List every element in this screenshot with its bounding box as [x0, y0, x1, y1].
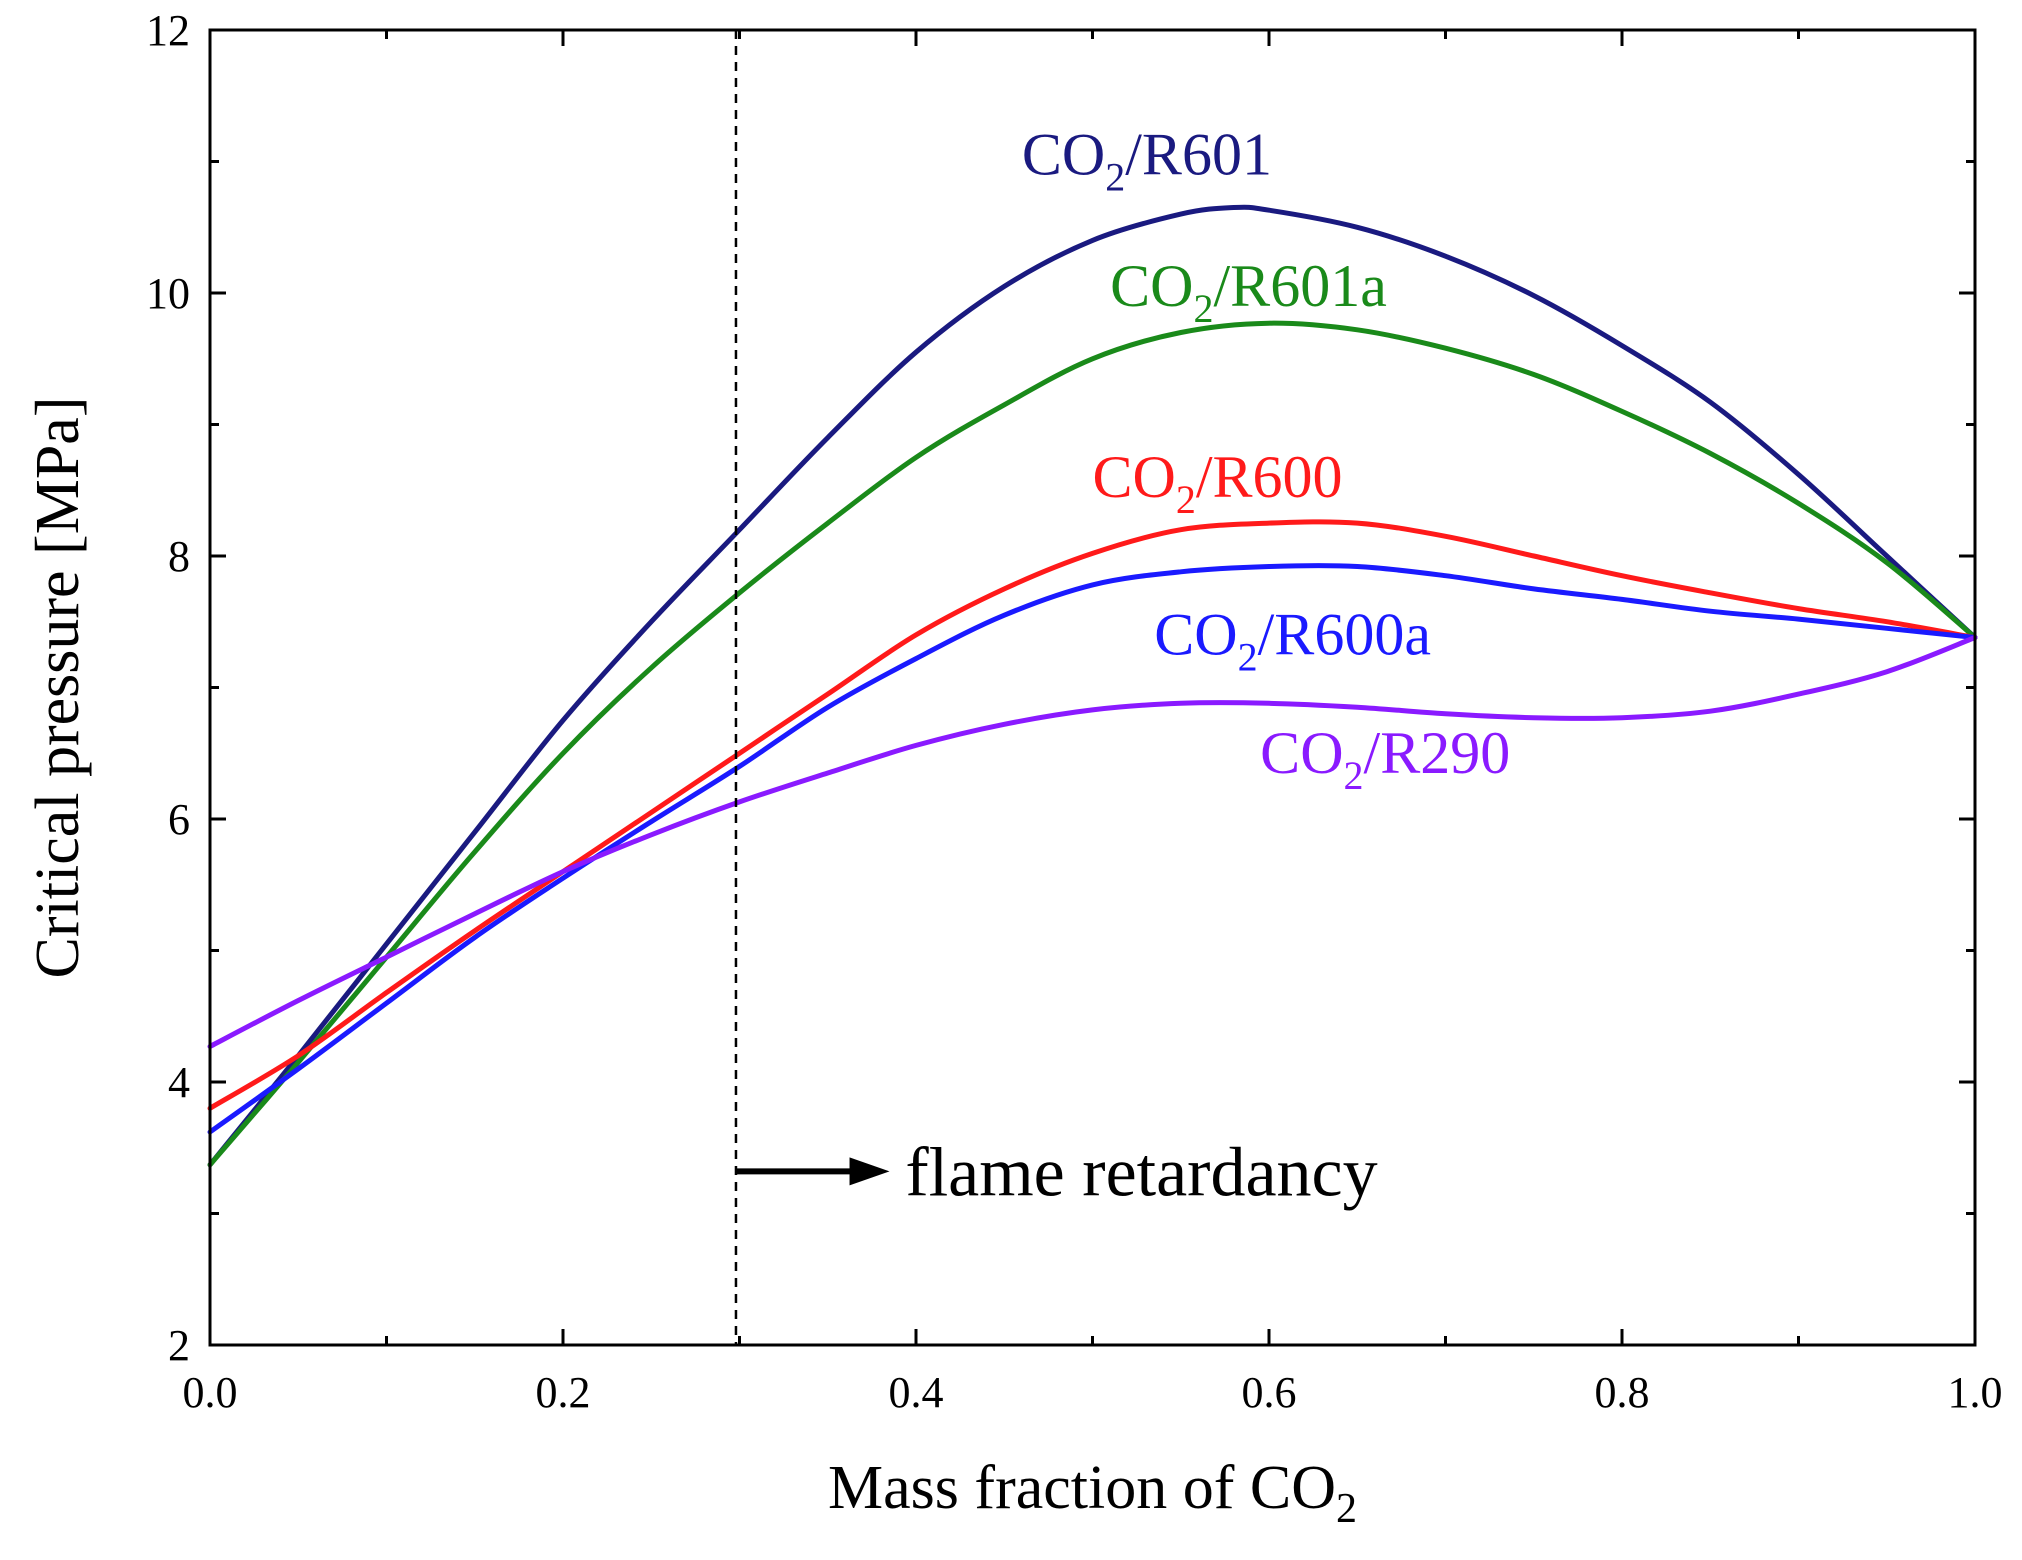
series-line-co2-r601: [207, 204, 1978, 1168]
series-label-co2-r601a: CO2/R601a: [1110, 253, 1387, 331]
series-label-co2-r601: CO2/R601: [1022, 122, 1272, 200]
flame-retardancy-arrow-head: [849, 1157, 890, 1186]
series-line-co2-r600a: [207, 563, 1978, 1135]
axis-ticks: 0.0 0.2 0.4 0.6 0.8 1.0 2 4 6 8 10 12: [146, 6, 2003, 1417]
x-tick-label: 0.6: [1242, 1368, 1297, 1417]
y-tick-label: 8: [168, 532, 190, 581]
y-tick-label: 6: [168, 795, 190, 844]
y-tick-label: 2: [168, 1321, 190, 1370]
x-tick-label: 0.8: [1595, 1368, 1650, 1417]
series-lines: [207, 204, 1978, 1168]
series-label-co2-r290: CO2/R290: [1260, 720, 1510, 798]
y-tick-label: 4: [168, 1058, 190, 1107]
series-label-co2-r600a: CO2/R600a: [1154, 602, 1431, 680]
x-axis-title: Mass fraction of CO2: [828, 1454, 1357, 1532]
x-tick-label: 1.0: [1948, 1368, 2003, 1417]
series-line-co2-r601a: [207, 320, 1978, 1168]
x-tick-label: 0.0: [183, 1368, 238, 1417]
x-tick-label: 0.4: [889, 1368, 944, 1417]
series-label-co2-r600: CO2/R600: [1093, 444, 1343, 522]
y-axis-title: Critical pressure [MPa]: [24, 397, 92, 979]
y-tick-label: 12: [146, 6, 190, 55]
series-labels: CO2/R601 CO2/R601a CO2/R600 CO2/R600a CO2/R2…: [1022, 122, 1510, 798]
flame-retardancy-label: flame retardancy: [905, 1134, 1377, 1211]
series-line-co2-r290: [207, 635, 1978, 1049]
series-line-co2-r600: [207, 519, 1978, 1111]
flame-retardancy-annotation: flame retardancy: [734, 30, 1378, 1345]
y-tick-label: 10: [146, 269, 190, 318]
x-tick-label: 0.2: [536, 1368, 591, 1417]
